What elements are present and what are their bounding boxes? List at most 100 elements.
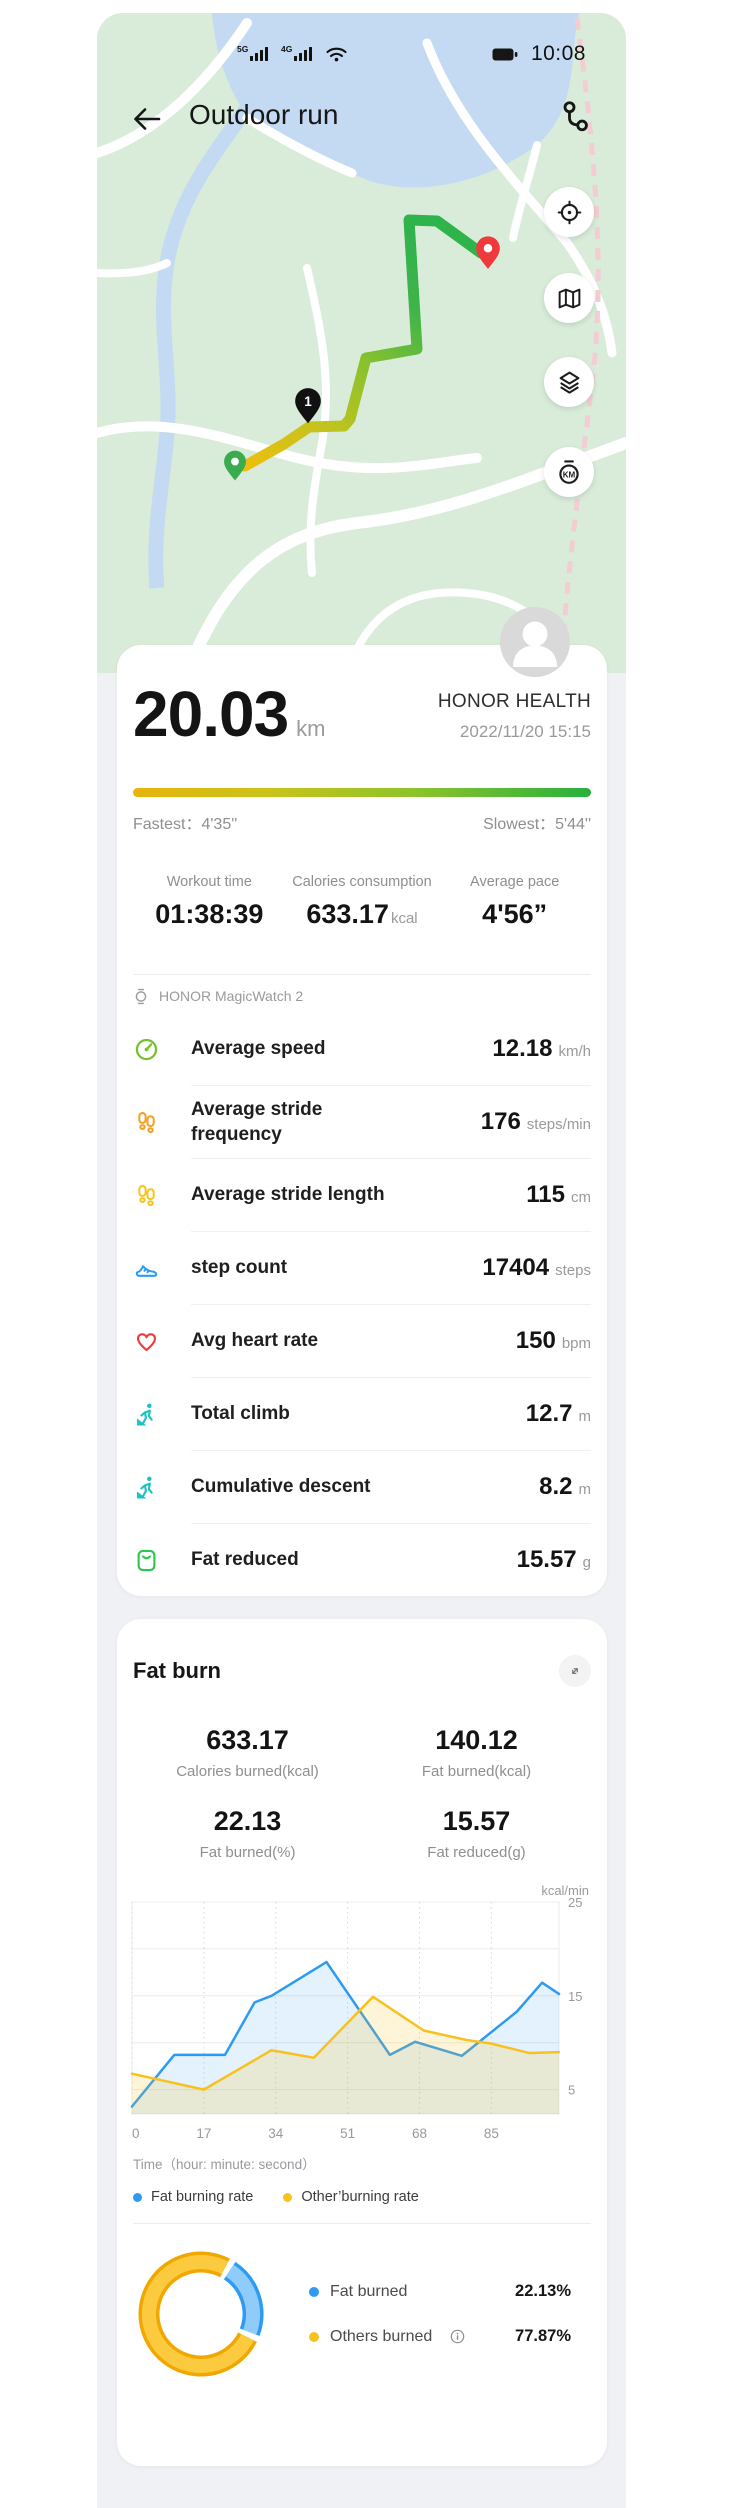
map-mode-button[interactable]	[544, 273, 594, 323]
stat-value: 12.18	[492, 1035, 553, 1063]
fat-stat-label: Calories burned(kcal)	[176, 1763, 319, 1780]
breakdown-label: Others burned	[330, 2327, 433, 2345]
stat-value: 17404	[482, 1254, 550, 1282]
fat-stat: 140.12 Fat burned(kcal)	[362, 1725, 591, 1780]
stat-label: Total climb	[191, 1403, 290, 1425]
folded-map-icon	[558, 288, 580, 308]
svg-text:85: 85	[484, 2126, 499, 2141]
layers-icon	[559, 371, 579, 394]
locate-button[interactable]	[544, 187, 594, 237]
crosshair-icon	[557, 200, 581, 224]
fat-stat: 15.57 Fat reduced(g)	[362, 1806, 591, 1861]
legend-label: Fat burning rate	[151, 2189, 254, 2205]
fat-stat-label: Fat burned(%)	[199, 1844, 296, 1861]
donut-legend: Fat burned 22.13% Others burned	[309, 2282, 591, 2346]
svg-text:17: 17	[196, 2126, 211, 2141]
page-title: Outdoor run	[189, 99, 339, 130]
back-button[interactable]	[130, 103, 166, 137]
watch-icon	[135, 988, 147, 1004]
fat-breakdown-section: Fat burned 22.13% Others burned	[133, 2244, 591, 2384]
km-button-label: KM	[563, 470, 576, 479]
footprints-icon	[133, 1182, 160, 1209]
breakdown-value: 22.13%	[515, 2282, 571, 2300]
distance-number: 20.03	[133, 678, 289, 750]
chart-legend: Fat burning rate Other’burning rate	[133, 2189, 591, 2205]
expand-button[interactable]	[559, 1655, 591, 1687]
person-icon	[513, 621, 557, 667]
metric-label: Average pace	[470, 873, 560, 890]
metric-label: Workout time	[166, 873, 252, 890]
route-map[interactable]: 1	[97, 13, 626, 673]
legend-dot-blue	[133, 2192, 142, 2202]
pace-gradient-bar	[133, 787, 591, 797]
fastest-pace: Fastest：4'35''	[133, 815, 238, 833]
stat-value: 15.57	[516, 1546, 577, 1574]
signal-group: 5G 4G	[237, 44, 349, 63]
stat-label: Average speed	[191, 1038, 326, 1060]
stat-unit: m	[578, 1408, 592, 1426]
fat-stat-value: 15.57	[442, 1806, 511, 1836]
avatar[interactable]	[500, 607, 570, 677]
metric-value: 4'56”	[482, 898, 548, 929]
stat-value: 8.2	[539, 1473, 573, 1501]
metric-value: 01:38:39	[155, 898, 264, 929]
map-trail-dashed	[559, 17, 601, 654]
stat-unit: km/h	[558, 1043, 591, 1061]
stat-value: 176	[480, 1108, 521, 1136]
workout-datetime: 2022/11/20 15:15	[459, 722, 591, 741]
donut-chart	[138, 2251, 264, 2377]
stat-label: step count	[191, 1257, 288, 1279]
breakdown-label: Fat burned	[330, 2282, 408, 2300]
run-route-polyline	[239, 214, 487, 472]
fat-stat-value: 22.13	[213, 1806, 282, 1836]
km-marker-label: 1	[304, 394, 312, 409]
breakdown-row-others: Others burned 77.87%	[309, 2327, 571, 2346]
brand-block: HONOR HEALTH 2022/11/20 15:15	[438, 683, 591, 742]
fat-stat-value: 633.17	[206, 1725, 289, 1755]
distance-row: 20.03 km HONOR HEALTH 2022/11/20 15:15	[133, 682, 591, 746]
svg-text:68: 68	[412, 2126, 427, 2141]
layers-button[interactable]	[544, 357, 594, 407]
footprints-icon	[133, 1109, 160, 1136]
battery-icon	[492, 48, 518, 60]
legend-label: Other’burning rate	[301, 2189, 419, 2205]
svg-text:34: 34	[268, 2126, 284, 2141]
fat-burn-card: Fat burn 633.17 Calories burned(kcal) 14…	[117, 1619, 607, 2466]
stat-unit: steps	[555, 1262, 591, 1280]
km-pace-button[interactable]: KM	[544, 447, 594, 497]
info-icon[interactable]	[450, 2329, 465, 2344]
x-axis-label: Time（hour: minute: second）	[133, 2157, 316, 2172]
slowest-pace: Slowest：5'44''	[483, 815, 591, 833]
svg-text:5: 5	[568, 2083, 575, 2098]
stat-value: 115	[526, 1181, 565, 1209]
stat-label: Average stride length	[191, 1184, 385, 1206]
metric-average-pace: Average pace 4'56”	[438, 874, 591, 930]
stat-label: Average stride frequency	[191, 1098, 323, 1146]
fat-stat: 633.17 Calories burned(kcal)	[133, 1725, 362, 1780]
heart-icon	[133, 1328, 160, 1355]
stat-value: 150	[515, 1327, 556, 1355]
fat-burn-title: Fat burn	[133, 1658, 221, 1683]
statusbar-right-group: 10:08	[492, 42, 586, 66]
body-scale-icon	[133, 1547, 160, 1574]
wifi-icon	[326, 47, 347, 62]
fat-stat: 22.13 Fat burned(%)	[133, 1806, 362, 1861]
stat-unit: m	[578, 1481, 592, 1499]
status-bar: 5G 4G	[97, 39, 626, 69]
stat-label: Fat reduced	[191, 1549, 299, 1571]
stat-label: Cumulative descent	[191, 1476, 371, 1498]
fat-burn-chart: 25 15 5 0 17 34 51 68 85	[130, 1895, 591, 2147]
page-header: Outdoor run	[97, 97, 626, 143]
clock-time: 10:08	[530, 42, 586, 65]
svg-text:0: 0	[132, 2126, 140, 2141]
stat-unit: steps/min	[526, 1116, 591, 1134]
legend-dot-yellow	[309, 2331, 319, 2342]
breakdown-row-fat: Fat burned 22.13%	[309, 2282, 571, 2301]
legend-fat-burning-rate: Fat burning rate	[133, 2189, 253, 2205]
route-start-pin	[224, 450, 246, 481]
fat-stat-label: Fat burned(kcal)	[421, 1763, 532, 1780]
stat-row-heart-rate: Avg heart rate 150 bpm	[133, 1305, 591, 1378]
stat-row-cumulative-descent: Cumulative descent 8.2 m	[133, 1451, 591, 1524]
share-button[interactable]	[556, 99, 592, 135]
stat-value: 12.7	[525, 1400, 573, 1428]
